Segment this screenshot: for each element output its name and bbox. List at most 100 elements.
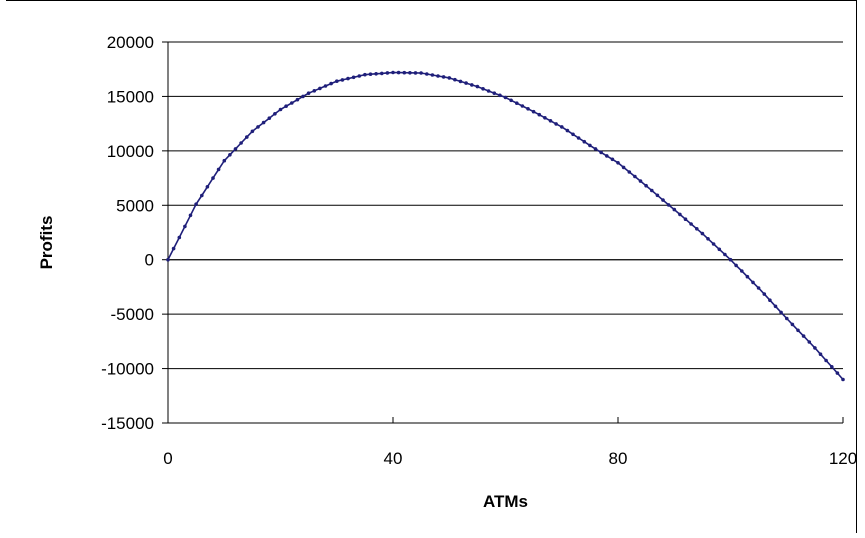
data-point xyxy=(464,81,468,85)
data-point xyxy=(728,257,733,262)
data-point xyxy=(216,167,221,172)
data-point xyxy=(627,170,632,174)
data-point xyxy=(610,157,615,162)
y-tick-label: 5000 xyxy=(116,196,154,215)
data-point xyxy=(256,125,260,129)
data-point xyxy=(830,365,834,369)
data-point xyxy=(239,141,243,145)
data-point xyxy=(813,346,817,350)
data-point xyxy=(807,340,812,344)
y-tick-label: 15000 xyxy=(107,87,154,106)
data-point xyxy=(711,242,716,246)
data-point xyxy=(430,73,435,77)
series-group xyxy=(166,70,845,382)
data-point xyxy=(683,217,688,221)
data-point xyxy=(593,147,598,151)
data-point xyxy=(616,161,620,165)
data-point xyxy=(492,91,497,95)
data-point xyxy=(453,77,457,82)
data-point xyxy=(560,125,564,129)
data-point xyxy=(273,112,277,116)
data-point xyxy=(278,107,283,112)
data-point xyxy=(177,235,182,240)
data-point xyxy=(537,112,542,117)
data-point xyxy=(520,104,525,108)
data-point xyxy=(245,135,249,139)
data-point xyxy=(211,176,215,180)
chart-frame xyxy=(6,0,857,533)
data-point xyxy=(571,132,575,137)
x-axis-title: ATMs xyxy=(483,492,528,511)
data-point xyxy=(740,269,744,273)
data-point xyxy=(323,84,328,88)
data-point xyxy=(385,71,390,75)
data-point xyxy=(306,91,311,95)
data-point xyxy=(638,179,643,183)
data-point xyxy=(436,74,440,78)
data-point xyxy=(801,334,806,338)
data-point xyxy=(503,95,508,100)
data-point xyxy=(346,76,350,81)
data-point xyxy=(425,72,429,76)
data-point xyxy=(498,93,502,98)
data-point xyxy=(841,377,845,382)
data-point xyxy=(588,143,592,148)
data-point xyxy=(835,371,840,375)
data-point xyxy=(318,86,322,91)
y-tick-label: 20000 xyxy=(107,33,154,52)
data-point xyxy=(576,136,581,140)
x-tick-label: 0 xyxy=(163,449,172,468)
data-point xyxy=(380,71,384,76)
data-point xyxy=(633,174,637,179)
data-point xyxy=(458,79,463,84)
y-tick-label: 10000 xyxy=(107,142,154,161)
data-point xyxy=(470,83,474,87)
data-point xyxy=(447,76,452,80)
data-point xyxy=(773,304,778,309)
data-point xyxy=(824,358,828,363)
x-tick-label: 40 xyxy=(384,449,403,468)
data-point xyxy=(419,71,423,75)
data-point xyxy=(408,71,412,75)
data-point xyxy=(368,72,373,76)
data-point xyxy=(363,72,367,77)
data-point xyxy=(790,322,795,327)
data-point xyxy=(374,72,378,76)
data-point xyxy=(655,193,660,198)
data-point xyxy=(672,207,677,212)
data-point xyxy=(391,70,395,75)
data-point xyxy=(734,263,738,268)
data-point xyxy=(779,310,783,315)
data-point xyxy=(650,188,654,193)
data-point xyxy=(509,98,513,103)
data-point xyxy=(768,298,772,303)
data-point xyxy=(312,89,317,93)
x-tick-label: 120 xyxy=(829,449,857,468)
data-point xyxy=(301,94,305,99)
data-point xyxy=(402,70,407,75)
data-point xyxy=(481,87,485,91)
data-point xyxy=(171,246,176,251)
data-point xyxy=(441,75,446,79)
data-point xyxy=(515,101,519,105)
data-point xyxy=(531,109,536,114)
data-point xyxy=(475,84,480,89)
data-point xyxy=(284,104,288,108)
y-tick-label: -15000 xyxy=(101,414,154,433)
data-point xyxy=(205,185,210,189)
data-point xyxy=(194,202,198,206)
data-point xyxy=(261,120,266,125)
data-point xyxy=(543,116,547,120)
data-point xyxy=(745,274,750,279)
x-tick-label: 80 xyxy=(609,449,628,468)
data-point xyxy=(605,154,609,158)
data-point xyxy=(222,158,227,163)
y-axis-title: Profits xyxy=(37,216,56,270)
data-point xyxy=(756,286,761,290)
data-point xyxy=(329,81,333,86)
data-point xyxy=(548,119,553,123)
data-point xyxy=(599,150,603,155)
data-point xyxy=(188,213,193,218)
data-point xyxy=(554,122,558,126)
